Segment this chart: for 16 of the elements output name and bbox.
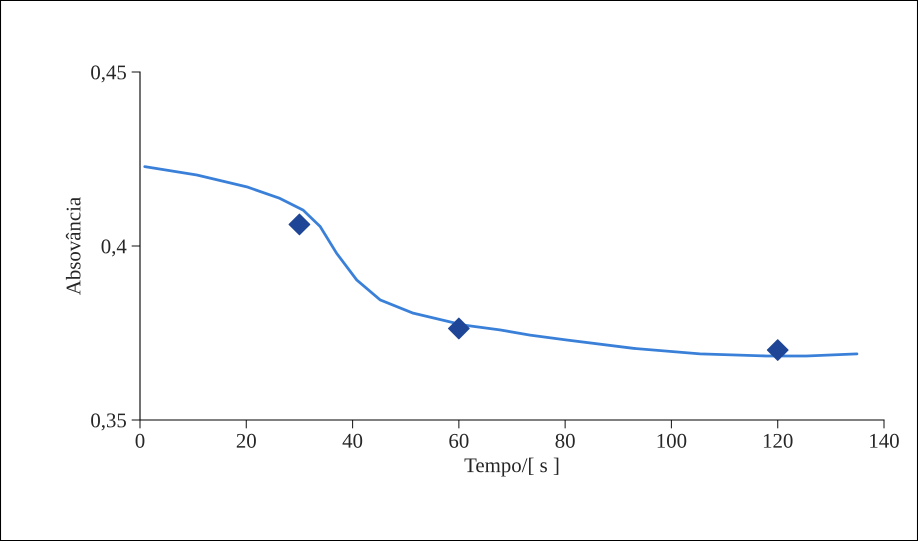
x-axis-title: Tempo/[ s ]	[464, 458, 558, 477]
x-tick-label: 120	[764, 434, 793, 448]
x-tick-label: 100	[658, 434, 686, 448]
x-tick-label: 40	[342, 434, 362, 448]
y-tick-label: 0,4	[102, 239, 126, 256]
point	[448, 318, 470, 340]
x-tick-label: 80	[556, 434, 575, 448]
point	[288, 214, 310, 236]
y-axis-title: Absovância	[66, 197, 81, 295]
y-tick-label: 0,45	[91, 65, 126, 82]
x-tick-label: 60	[449, 434, 468, 448]
y-tick-label: 0,35	[91, 413, 126, 430]
x-tick-label: 140	[870, 434, 899, 448]
x-tick-label: 20	[236, 434, 256, 448]
point	[766, 339, 789, 361]
x-tick-label: 0	[136, 434, 144, 448]
